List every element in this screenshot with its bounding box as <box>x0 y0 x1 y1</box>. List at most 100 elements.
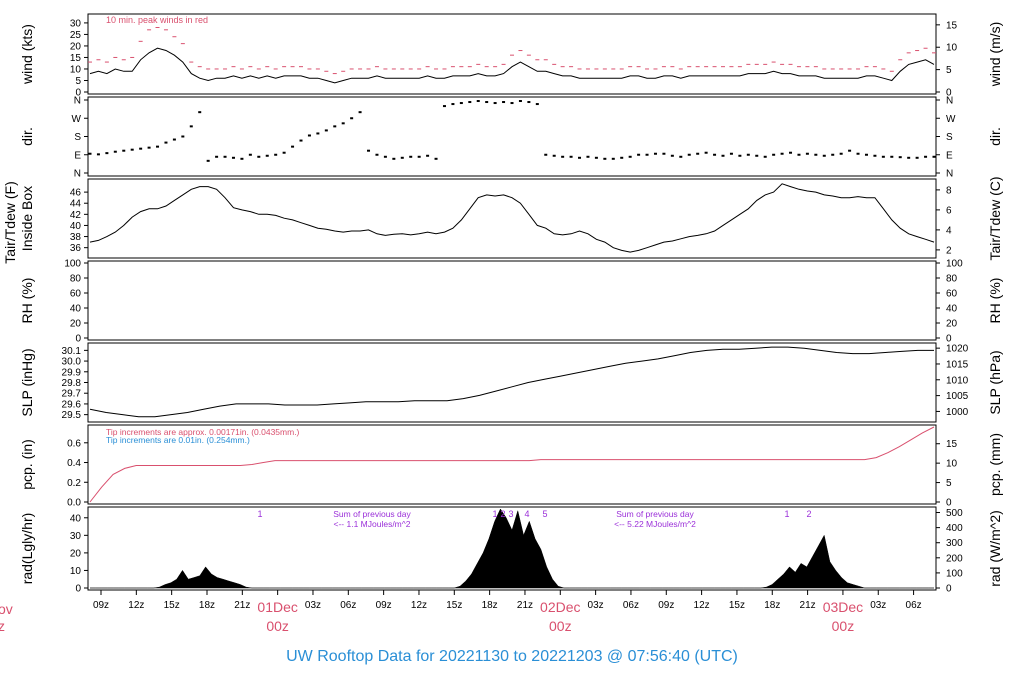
left-tick-label-slp: 29.5 <box>62 410 82 421</box>
left-tick-label-temp: 46 <box>70 188 82 199</box>
direction-point <box>763 155 767 158</box>
direction-point <box>687 153 691 156</box>
left-tick-label-wind: 15 <box>70 53 82 64</box>
direction-point <box>670 154 674 157</box>
left-tick-label-wind: 25 <box>70 30 82 41</box>
direction-point <box>864 153 868 156</box>
direction-point <box>578 156 582 159</box>
direction-point <box>409 155 413 158</box>
time-tick-label: 21z <box>800 600 816 611</box>
time-tick-label-day: 01Dec <box>257 599 297 615</box>
direction-point <box>569 155 573 158</box>
time-tick-label: 12z <box>694 600 710 611</box>
series-line-wind <box>89 47 935 84</box>
direction-point <box>839 152 843 155</box>
direction-point <box>662 152 666 155</box>
right-tick-label-temp: 8 <box>946 185 952 196</box>
right-tick-label-wind: 5 <box>946 65 952 76</box>
direction-point <box>552 154 556 157</box>
left-tick-label-temp: 44 <box>70 199 82 210</box>
direction-point <box>400 156 404 159</box>
right-tick-label-dir: E <box>946 150 953 161</box>
direction-point <box>367 149 371 152</box>
left-tick-label-slp: 29.9 <box>62 367 82 378</box>
radiation-hour-marker: 1 <box>257 509 262 519</box>
right-tick-label-pcp: 5 <box>946 478 952 489</box>
right-tick-label-dir: W <box>946 114 956 125</box>
direction-point <box>130 148 134 151</box>
direction-point <box>789 151 793 154</box>
radiation-hour-marker: 1 <box>784 509 789 519</box>
time-day-hour-label: 00z <box>266 618 289 634</box>
radiation-hour-marker: 2 <box>806 509 811 519</box>
left-tick-label-pcp: 0.4 <box>67 458 81 469</box>
right-tick-label-rh: 100 <box>946 259 963 270</box>
panel-frame-wind <box>87 13 937 95</box>
right-tick-label-wind: 0 <box>946 88 952 99</box>
right-tick-label-dir: N <box>946 96 953 107</box>
left-tick-label-pcp: 0.2 <box>67 478 81 489</box>
panel-frame-rad <box>87 506 937 591</box>
cut-left-label: ov <box>0 601 13 617</box>
right-tick-label-pcp: 15 <box>946 439 958 450</box>
left-tick-label-dir: S <box>74 132 81 143</box>
direction-point <box>611 157 615 160</box>
left-tick-label-wind: 30 <box>70 18 82 29</box>
ylabel-left2-temp: Inside Box <box>19 186 35 251</box>
direction-point <box>164 141 168 144</box>
left-tick-label-pcp: 0.0 <box>67 498 81 509</box>
direction-point <box>822 154 826 157</box>
time-tick-label: 03z <box>870 600 886 611</box>
left-tick-label-slp: 29.8 <box>62 378 82 389</box>
right-tick-label-wind: 10 <box>946 43 958 54</box>
ylabel-left-temp: Tair/Tdew (F) <box>2 181 18 263</box>
direction-point <box>122 149 126 152</box>
direction-point <box>814 153 818 156</box>
left-tick-label-rad: 30 <box>70 531 82 542</box>
radiation-hour-marker: 3 <box>508 509 513 519</box>
direction-point <box>383 155 387 158</box>
direction-point <box>746 153 750 156</box>
direction-point <box>738 154 742 157</box>
left-tick-label-dir: N <box>74 169 81 180</box>
right-tick-label-slp: 1010 <box>946 375 969 386</box>
panel-frame-pcp <box>87 424 937 505</box>
direction-point <box>265 154 269 157</box>
direction-point <box>653 152 657 155</box>
direction-point <box>535 103 539 106</box>
direction-point <box>223 155 227 158</box>
time-tick-label-day: 03Dec <box>823 599 863 615</box>
direction-point <box>324 129 328 132</box>
time-tick-label: 18z <box>764 600 780 611</box>
direction-point <box>848 149 852 152</box>
direction-point <box>544 153 548 156</box>
time-tick-label: 09z <box>376 600 392 611</box>
right-tick-label-temp: 6 <box>946 205 952 216</box>
right-tick-label-slp: 1005 <box>946 391 969 402</box>
right-tick-label-rh: 20 <box>946 319 958 330</box>
direction-point <box>645 153 649 156</box>
direction-point <box>333 125 337 128</box>
direction-point <box>231 156 235 159</box>
direction-point <box>206 159 210 162</box>
direction-point <box>797 153 801 156</box>
direction-point <box>932 155 936 158</box>
direction-point <box>907 156 911 159</box>
direction-point <box>156 145 160 148</box>
ylabel-right-temp: Tair/Tdew (C) <box>987 176 1003 260</box>
direction-point <box>172 138 176 141</box>
direction-point <box>248 153 252 156</box>
direction-point <box>924 155 928 158</box>
right-tick-label-temp: 4 <box>946 225 952 236</box>
radiation-sum-value: <-- 5.22 MJoules/m^2 <box>614 519 696 529</box>
ylabel-left-wind: wind (kts) <box>19 24 35 85</box>
left-tick-label-dir: E <box>74 150 81 161</box>
direction-point <box>805 152 809 155</box>
direction-point <box>831 153 835 156</box>
left-tick-label-temp: 36 <box>70 243 82 254</box>
panel-frame-slp <box>87 342 937 423</box>
right-tick-label-dir: N <box>946 169 953 180</box>
series-line-pcp <box>89 426 935 503</box>
left-tick-label-temp: 42 <box>70 210 82 221</box>
